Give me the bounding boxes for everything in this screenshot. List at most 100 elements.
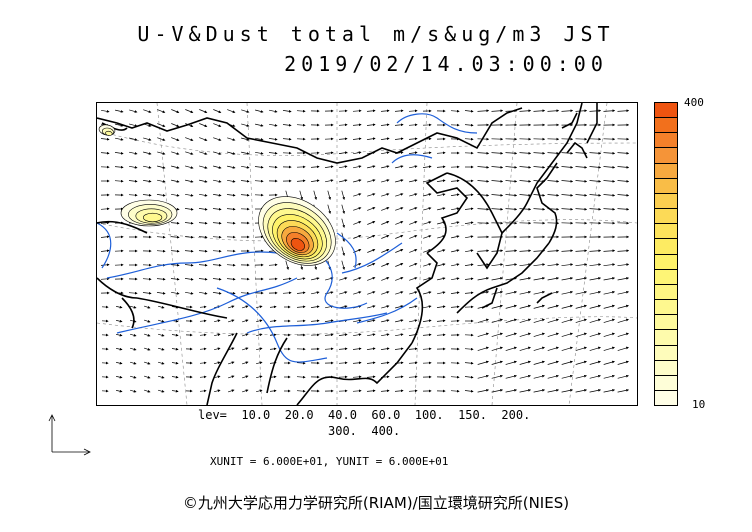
wind-vector xyxy=(130,389,137,393)
wind-vector xyxy=(157,123,166,127)
wind-vector xyxy=(158,347,165,351)
wind-vector xyxy=(395,179,404,183)
wind-vector xyxy=(491,318,503,323)
wind-vector xyxy=(409,249,418,253)
colorbar-band xyxy=(655,374,677,390)
wind-vector xyxy=(464,291,474,295)
wind-vector xyxy=(324,333,334,337)
coastlines-and-borders xyxy=(97,103,598,405)
wind-vector xyxy=(409,277,418,281)
wind-vector xyxy=(450,375,460,379)
wind-vector xyxy=(464,137,474,141)
wind-vector xyxy=(130,319,137,323)
wind-vector xyxy=(241,165,250,169)
wind-vector xyxy=(199,389,207,393)
wind-vector xyxy=(603,249,616,253)
colorbar-band xyxy=(655,314,677,330)
wind-vector xyxy=(199,291,208,295)
wind-vector xyxy=(199,375,207,379)
wind-vector xyxy=(436,151,446,155)
wind-vector xyxy=(381,151,390,155)
wind-vector xyxy=(422,347,432,351)
wind-vector xyxy=(395,305,404,309)
wind-vector xyxy=(143,151,152,155)
wind-vector xyxy=(589,179,602,183)
wind-vector xyxy=(296,109,306,113)
wind-vector xyxy=(269,319,277,323)
wind-vector xyxy=(464,277,474,281)
wind-vector xyxy=(116,347,123,351)
wind-vector xyxy=(142,193,152,197)
wind-vector xyxy=(269,305,277,309)
wind-vector xyxy=(533,388,546,393)
wind-vector xyxy=(296,179,306,183)
wind-vector xyxy=(464,361,474,365)
wind-vector xyxy=(464,109,474,113)
wind-vector xyxy=(325,179,334,183)
wind-vector xyxy=(157,137,166,141)
colorbar-band xyxy=(655,238,677,254)
wind-vector xyxy=(603,304,615,309)
wind-vector xyxy=(241,319,249,323)
wind-vector xyxy=(297,277,306,281)
wind-vector xyxy=(171,165,180,169)
wind-vector xyxy=(241,305,249,309)
colorbar-band xyxy=(655,359,677,375)
wind-vector xyxy=(367,291,376,295)
wind-vector xyxy=(436,305,446,309)
wind-vector xyxy=(575,346,587,351)
wind-vector xyxy=(255,109,264,113)
wind-vector xyxy=(561,193,574,197)
wind-vector xyxy=(381,248,390,253)
wind-vector xyxy=(282,277,292,281)
wind-vector xyxy=(477,332,489,337)
wind-vector xyxy=(589,318,601,323)
wind-vector xyxy=(338,151,348,155)
wind-vector xyxy=(199,179,208,183)
wind-vector xyxy=(327,190,331,200)
wind-vector xyxy=(437,235,446,239)
wind-vector xyxy=(353,165,362,169)
wind-vector xyxy=(575,263,588,267)
wind-vector xyxy=(227,375,235,379)
wind-vector xyxy=(198,249,208,253)
wind-vector xyxy=(296,375,306,379)
wind-vector xyxy=(451,221,460,225)
wind-vector xyxy=(353,277,362,281)
kazakh-plume-contour xyxy=(105,130,113,136)
wind-vector xyxy=(268,151,278,155)
wind-vector xyxy=(227,333,235,337)
wind-vector xyxy=(505,388,518,393)
wind-vector xyxy=(171,179,180,183)
wind-vector xyxy=(143,375,151,379)
wind-vector xyxy=(381,291,390,295)
wind-vector xyxy=(491,374,503,379)
wind-vector xyxy=(171,109,180,114)
wind-vector xyxy=(395,291,404,295)
wind-vector xyxy=(353,221,362,225)
chart-title-line1: U-V&Dust total m/s&ug/m3 JST xyxy=(137,22,615,46)
wind-vector xyxy=(603,165,616,169)
wind-vector xyxy=(394,123,404,127)
wind-vector xyxy=(226,221,236,225)
wind-vector xyxy=(617,151,630,155)
colorbar-band xyxy=(655,103,677,118)
wind-vector xyxy=(464,221,474,225)
wind-vector xyxy=(198,277,208,281)
wind-vector xyxy=(310,319,320,323)
wind-vector xyxy=(213,109,222,114)
wind-vector xyxy=(603,179,616,183)
wind-vector xyxy=(617,263,630,267)
wind-vector xyxy=(212,263,222,267)
wind-vector xyxy=(352,347,362,351)
wind-vector xyxy=(575,360,587,365)
wind-vector xyxy=(130,361,137,365)
wind-vector xyxy=(477,109,490,113)
wind-vector xyxy=(171,123,180,128)
wind-vector xyxy=(519,374,531,379)
wind-vector xyxy=(380,109,390,113)
wind-vector xyxy=(547,151,560,155)
wind-vector xyxy=(227,305,235,309)
wind-vector xyxy=(547,277,560,281)
wind-vector xyxy=(227,361,235,365)
